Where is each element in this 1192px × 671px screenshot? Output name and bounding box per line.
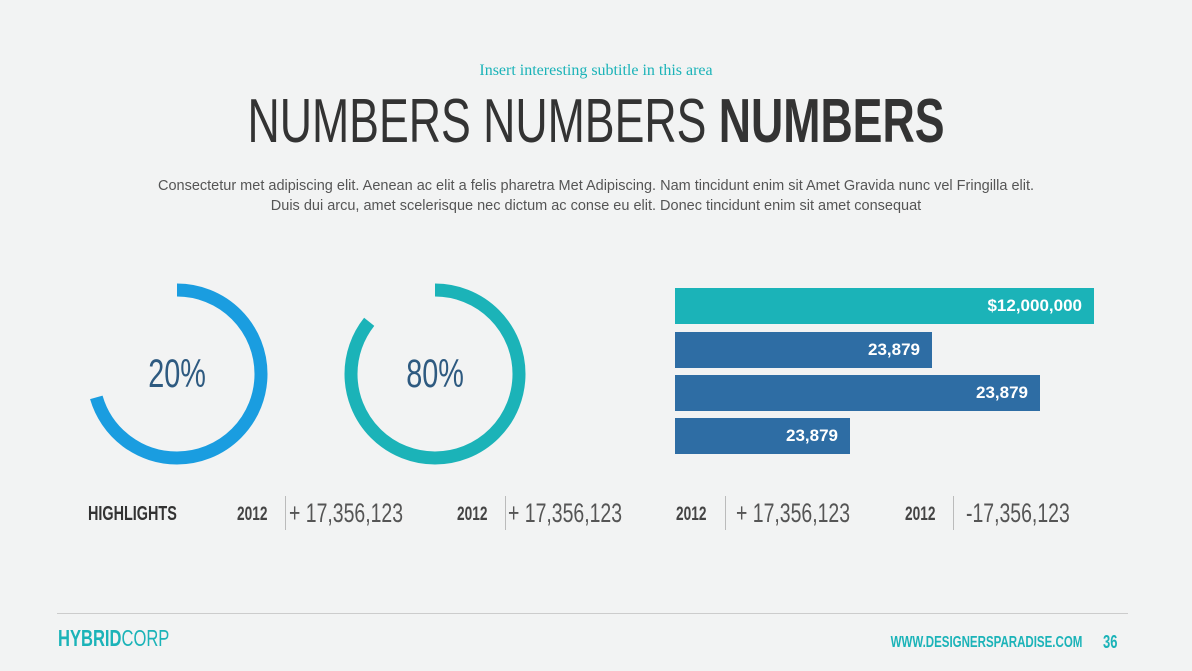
stats-heading: HIGHLIGHTS [88,503,211,526]
stat-year: 2012 [676,504,718,526]
bar-label: 23,879 [976,383,1028,402]
donut-arc [344,283,526,465]
stat-value: + 17,356,123 [508,498,666,529]
footer-url: WWW.DESIGNERSPARADISE.COM [816,634,1082,652]
title-light: NUMBERS NUMBERS [247,87,707,156]
stat-year-text: 2012 [676,504,707,525]
stat-value: -17,356,123 [966,498,1110,529]
title: NUMBERS NUMBERS NUMBERS [0,86,1192,157]
donut-label-text: 80% [406,352,464,396]
divider [725,496,726,530]
stat-value-text: + 17,356,123 [289,498,404,528]
stat-value-text: -17,356,123 [966,498,1070,528]
bar: $12,000,000 [675,288,1094,324]
body-line: Duis dui arcu, amet scelerisque nec dict… [270,198,922,214]
divider [285,496,286,530]
divider [505,496,506,530]
body-line: Consectetur met adipiscing elit. Aenean … [157,178,1035,194]
stat-year: 2012 [905,504,947,526]
stat-year-text: 2012 [457,504,488,525]
title-bold: NUMBERS [718,87,945,156]
donut-label-text: 20% [148,352,206,396]
page-number: 36 [1103,632,1123,653]
stat-value: + 17,356,123 [289,498,447,529]
stat-year: 2012 [457,504,499,526]
stat-value-text: + 17,356,123 [508,498,623,528]
brand: HYBRIDCORP [58,625,213,652]
stats-heading-text: HIGHLIGHTS [88,503,177,525]
stat-year-text: 2012 [237,504,268,525]
footer-url-text: WWW.DESIGNERSPARADISE.COM [890,634,1082,651]
divider [953,496,954,530]
page-number-text: 36 [1103,632,1118,652]
brand-bold: HYBRID [58,625,122,651]
donut-arc [86,283,268,465]
bar-label: $12,000,000 [987,296,1082,315]
stat-year-text: 2012 [905,504,936,525]
donut-label: 20% [77,352,277,397]
brand-light: CORP [121,625,170,651]
bar: 23,879 [675,375,1040,411]
stat-value-text: + 17,356,123 [736,498,851,528]
bar-label: 23,879 [868,340,920,359]
body-text: Consectetur met adipiscing elit. Aenean … [0,176,1192,216]
stat-year: 2012 [237,504,279,526]
bar: 23,879 [675,418,850,454]
stat-value: + 17,356,123 [736,498,894,529]
footer-rule [57,613,1128,614]
subtitle: Insert interesting subtitle in this area [479,62,713,79]
bar: 23,879 [675,332,932,368]
bar-label: 23,879 [786,426,838,445]
donut-label: 80% [335,352,535,397]
